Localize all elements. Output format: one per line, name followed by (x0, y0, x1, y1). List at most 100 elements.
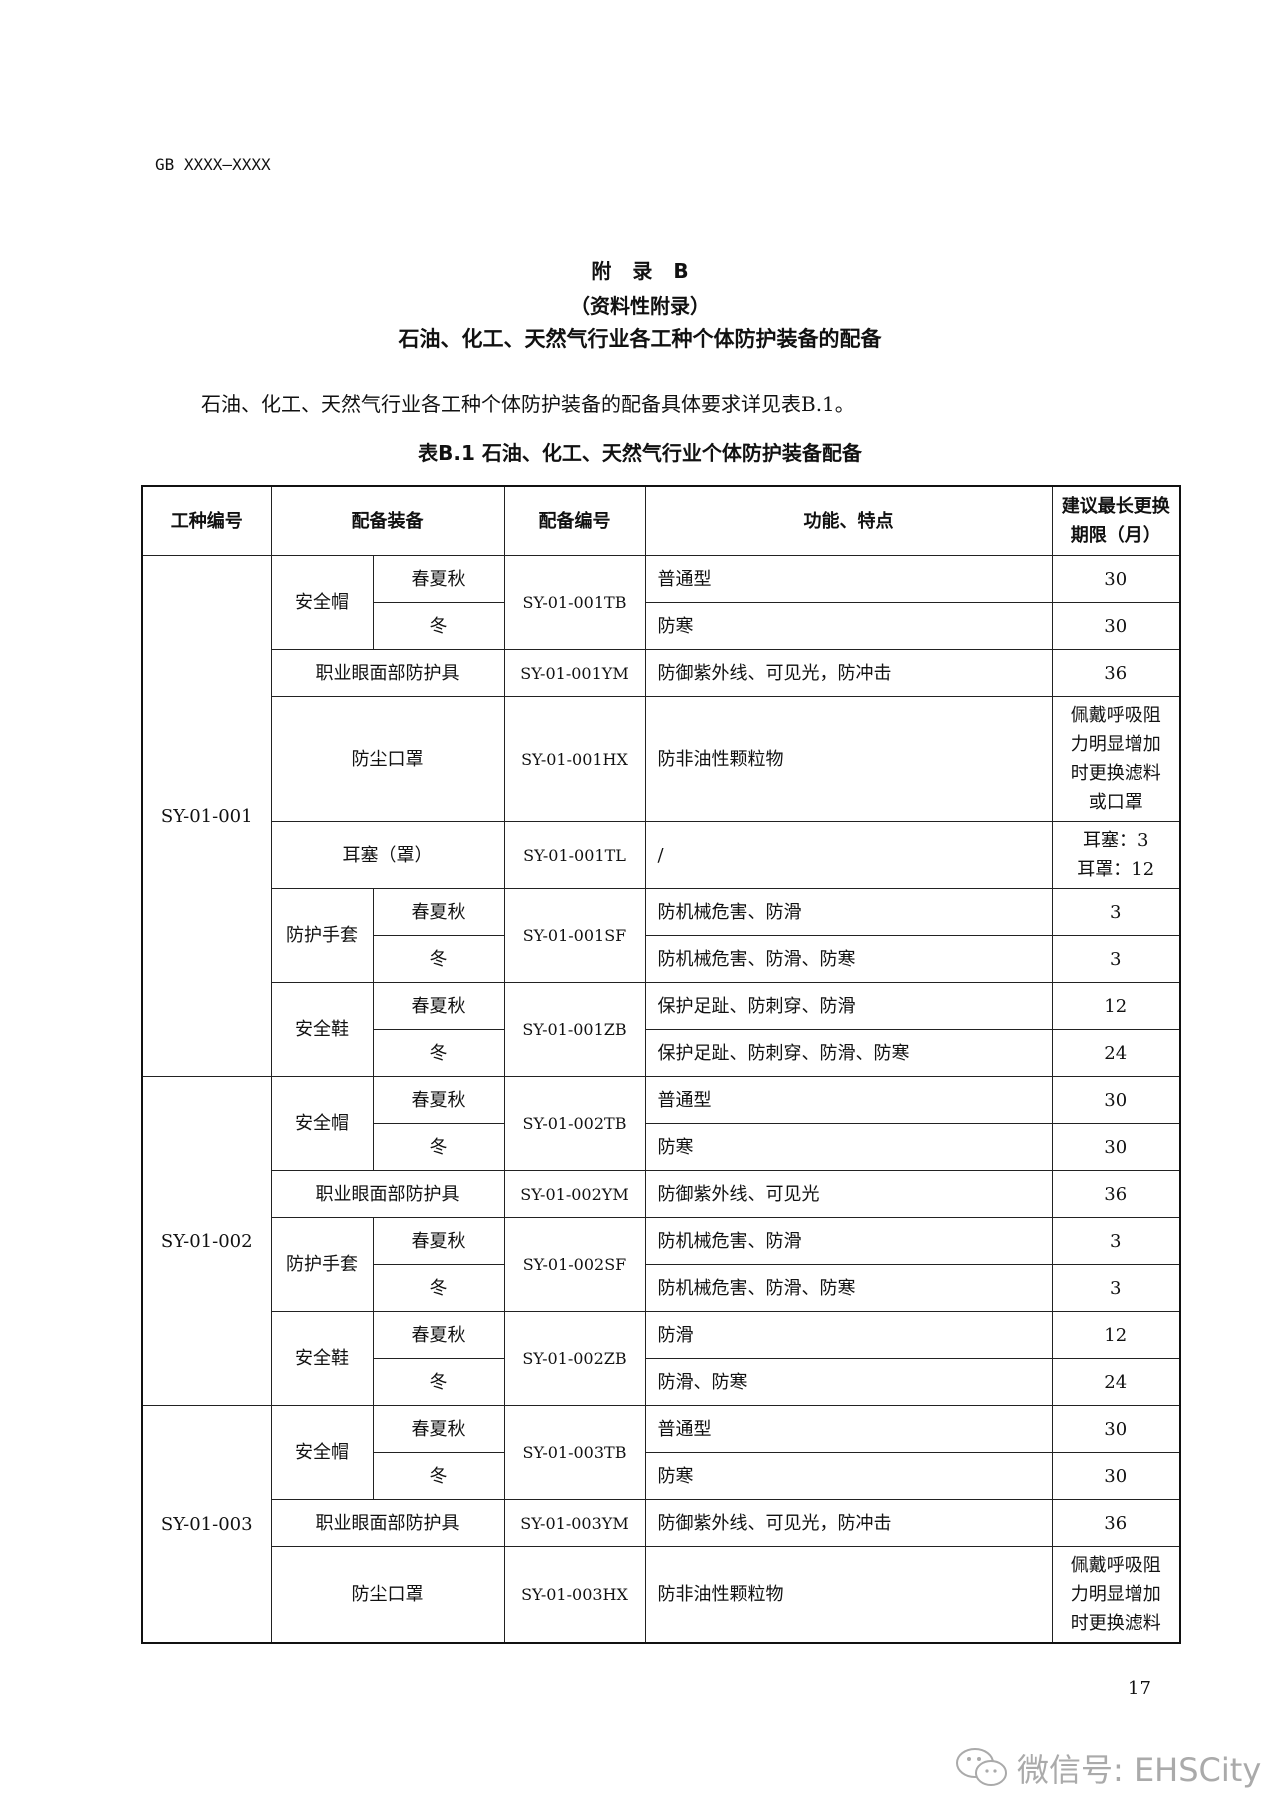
equipment-number-cell: SY-01-003HX (503, 1546, 646, 1644)
function-cell: 防机械危害、防滑、防寒 (644, 1264, 1053, 1312)
equipment-number-cell: SY-01-002YM (503, 1170, 646, 1218)
equipment-number-cell: SY-01-001TL (503, 821, 646, 889)
season-cell: 春夏秋 (372, 982, 505, 1030)
season-cell: 春夏秋 (372, 1311, 505, 1359)
table-row: 安全鞋 春夏秋 SY-01-001ZB 保护足趾、防刺穿、防滑 12 (142, 982, 1181, 1077)
function-cell: / (644, 821, 1053, 889)
function-cell: 防御紫外线、可见光，防冲击 (644, 1499, 1053, 1547)
equipment-number-cell: SY-01-002SF (503, 1217, 646, 1312)
replacement-period-cell: 36 (1051, 1499, 1181, 1547)
equipment-table: 工种编号 配备装备 配备编号 功能、特点 建议最长更换期限（月） SY-01-0… (141, 485, 1181, 1644)
table-row: 职业眼面部防护具 SY-01-002YM 防御紫外线、可见光 36 (142, 1170, 1181, 1218)
job-code-cell: SY-01-002 (141, 1076, 272, 1406)
equipment-number-cell: SY-01-001ZB (503, 982, 646, 1077)
function-cell: 防寒 (644, 1123, 1053, 1171)
standard-code: GB XXXX—XXXX (155, 155, 271, 174)
equipment-number-cell: SY-01-001SF (503, 888, 646, 983)
season-cell: 冬 (372, 1029, 505, 1077)
appendix-heading: 石油、化工、天然气行业各工种个体防护装备的配备 (398, 327, 882, 351)
watermark: 微信号: EHSCity (955, 1745, 1261, 1791)
equipment-cell: 安全鞋 (270, 1311, 374, 1406)
function-cell: 防机械危害、防滑、防寒 (644, 935, 1053, 983)
equipment-number-cell: SY-01-002TB (503, 1076, 646, 1171)
equipment-number-cell: SY-01-001YM (503, 649, 646, 697)
season-cell: 冬 (372, 1452, 505, 1500)
function-cell: 普通型 (644, 555, 1053, 603)
equipment-cell: 安全帽 (270, 1076, 374, 1171)
replacement-period-cell: 36 (1051, 1170, 1181, 1218)
function-cell: 普通型 (644, 1405, 1053, 1453)
table-row: 防尘口罩 SY-01-001HX 防非油性颗粒物 佩戴呼吸阻力明显增加时更换滤料或口罩 (142, 696, 1181, 822)
replacement-period-cell: 12 (1051, 1311, 1181, 1359)
equipment-number-cell: SY-01-002ZB (503, 1311, 646, 1406)
table-row: 职业眼面部防护具 SY-01-001YM 防御紫外线、可见光，防冲击 36 (142, 649, 1181, 697)
equipment-cell: 安全帽 (270, 555, 374, 650)
page-number: 17 (1128, 1678, 1151, 1699)
function-cell: 防机械危害、防滑 (644, 1217, 1053, 1265)
replacement-period-cell: 3 (1051, 888, 1181, 936)
job-code-cell: SY-01-003 (141, 1405, 272, 1644)
equipment-cell: 耳塞（罩） (270, 821, 505, 889)
replacement-period-cell: 耳塞：3 耳罩：12 (1051, 821, 1181, 889)
season-cell: 冬 (372, 1358, 505, 1406)
table-row: 耳塞（罩） SY-01-001TL / 耳塞：3 耳罩：12 (142, 821, 1181, 889)
table-row: 冬 防寒 30 (142, 1123, 1181, 1171)
season-cell: 春夏秋 (372, 555, 505, 603)
table-row: 安全鞋 春夏秋 SY-01-002ZB 防滑 12 (142, 1311, 1181, 1406)
watermark-text: 微信号: EHSCity (1017, 1751, 1262, 1789)
season-cell: 春夏秋 (372, 1217, 505, 1265)
table-row: SY-01-002 安全帽 春夏秋 SY-01-002TB 普通型 30 (141, 1076, 1181, 1406)
replacement-period-cell: 30 (1051, 602, 1181, 650)
replacement-period-cell: 3 (1051, 1217, 1181, 1265)
replacement-period-cell: 30 (1051, 555, 1181, 603)
equipment-cell: 防护手套 (270, 888, 374, 983)
replacement-period-cell: 3 (1051, 935, 1181, 983)
column-header: 配备装备 (270, 485, 505, 556)
equipment-cell: 职业眼面部防护具 (270, 649, 505, 697)
season-cell: 冬 (372, 935, 505, 983)
replacement-period-cell: 30 (1051, 1076, 1181, 1124)
function-cell: 防滑 (644, 1311, 1053, 1359)
equipment-number-cell: SY-01-003YM (503, 1499, 646, 1547)
column-header: 功能、特点 (644, 485, 1053, 556)
function-cell: 防非油性颗粒物 (644, 696, 1053, 822)
table-row: 冬 防滑、防寒 24 (142, 1358, 1181, 1406)
table-caption: 表B.1 石油、化工、天然气行业个体防护装备配备 (418, 441, 862, 465)
function-cell: 防寒 (644, 1452, 1053, 1500)
season-cell: 冬 (372, 602, 505, 650)
equipment-cell: 防尘口罩 (270, 696, 505, 822)
table-header-row: 工种编号 配备装备 配备编号 功能、特点 建议最长更换期限（月） (141, 485, 1181, 556)
replacement-period-cell: 24 (1051, 1358, 1181, 1406)
appendix-title: 附 录 B (591, 259, 689, 283)
equipment-number-cell: SY-01-001TB (503, 555, 646, 650)
replacement-period-cell: 30 (1051, 1123, 1181, 1171)
table-row: 职业眼面部防护具 SY-01-003YM 防御紫外线、可见光，防冲击 36 (142, 1499, 1181, 1547)
equipment-cell: 防护手套 (270, 1217, 374, 1312)
function-cell: 防御紫外线、可见光，防冲击 (644, 649, 1053, 697)
table-row: 冬 防寒 30 (142, 602, 1181, 650)
function-cell: 保护足趾、防刺穿、防滑、防寒 (644, 1029, 1053, 1077)
table-row: 冬 防机械危害、防滑、防寒 3 (142, 935, 1181, 983)
function-cell: 防滑、防寒 (644, 1358, 1053, 1406)
table-row: 冬 防寒 30 (142, 1452, 1181, 1500)
season-cell: 冬 (372, 1123, 505, 1171)
function-cell: 保护足趾、防刺穿、防滑 (644, 982, 1053, 1030)
season-cell: 春夏秋 (372, 888, 505, 936)
season-cell: 冬 (372, 1264, 505, 1312)
equipment-cell: 安全帽 (270, 1405, 374, 1500)
table-row: 防尘口罩 SY-01-003HX 防非油性颗粒物 佩戴呼吸阻力明显增加时更换滤料 (142, 1546, 1181, 1644)
function-cell: 防非油性颗粒物 (644, 1546, 1053, 1644)
function-cell: 防寒 (644, 602, 1053, 650)
column-header: 配备编号 (503, 485, 646, 556)
table-row: SY-01-003 安全帽 春夏秋 SY-01-003TB 普通型 30 (141, 1405, 1181, 1644)
wechat-icon (956, 1748, 1007, 1786)
replacement-period-cell: 24 (1051, 1029, 1181, 1077)
replacement-period-cell: 30 (1051, 1405, 1181, 1453)
equipment-number-cell: SY-01-003TB (503, 1405, 646, 1500)
appendix-type: （资料性附录） (570, 294, 710, 318)
season-cell: 春夏秋 (372, 1405, 505, 1453)
column-header: 工种编号 (141, 485, 272, 556)
equipment-cell: 安全鞋 (270, 982, 374, 1077)
function-cell: 防机械危害、防滑 (644, 888, 1053, 936)
table-row: SY-01-001 安全帽 春夏秋 SY-01-001TB 普通型 30 (141, 555, 1181, 1077)
